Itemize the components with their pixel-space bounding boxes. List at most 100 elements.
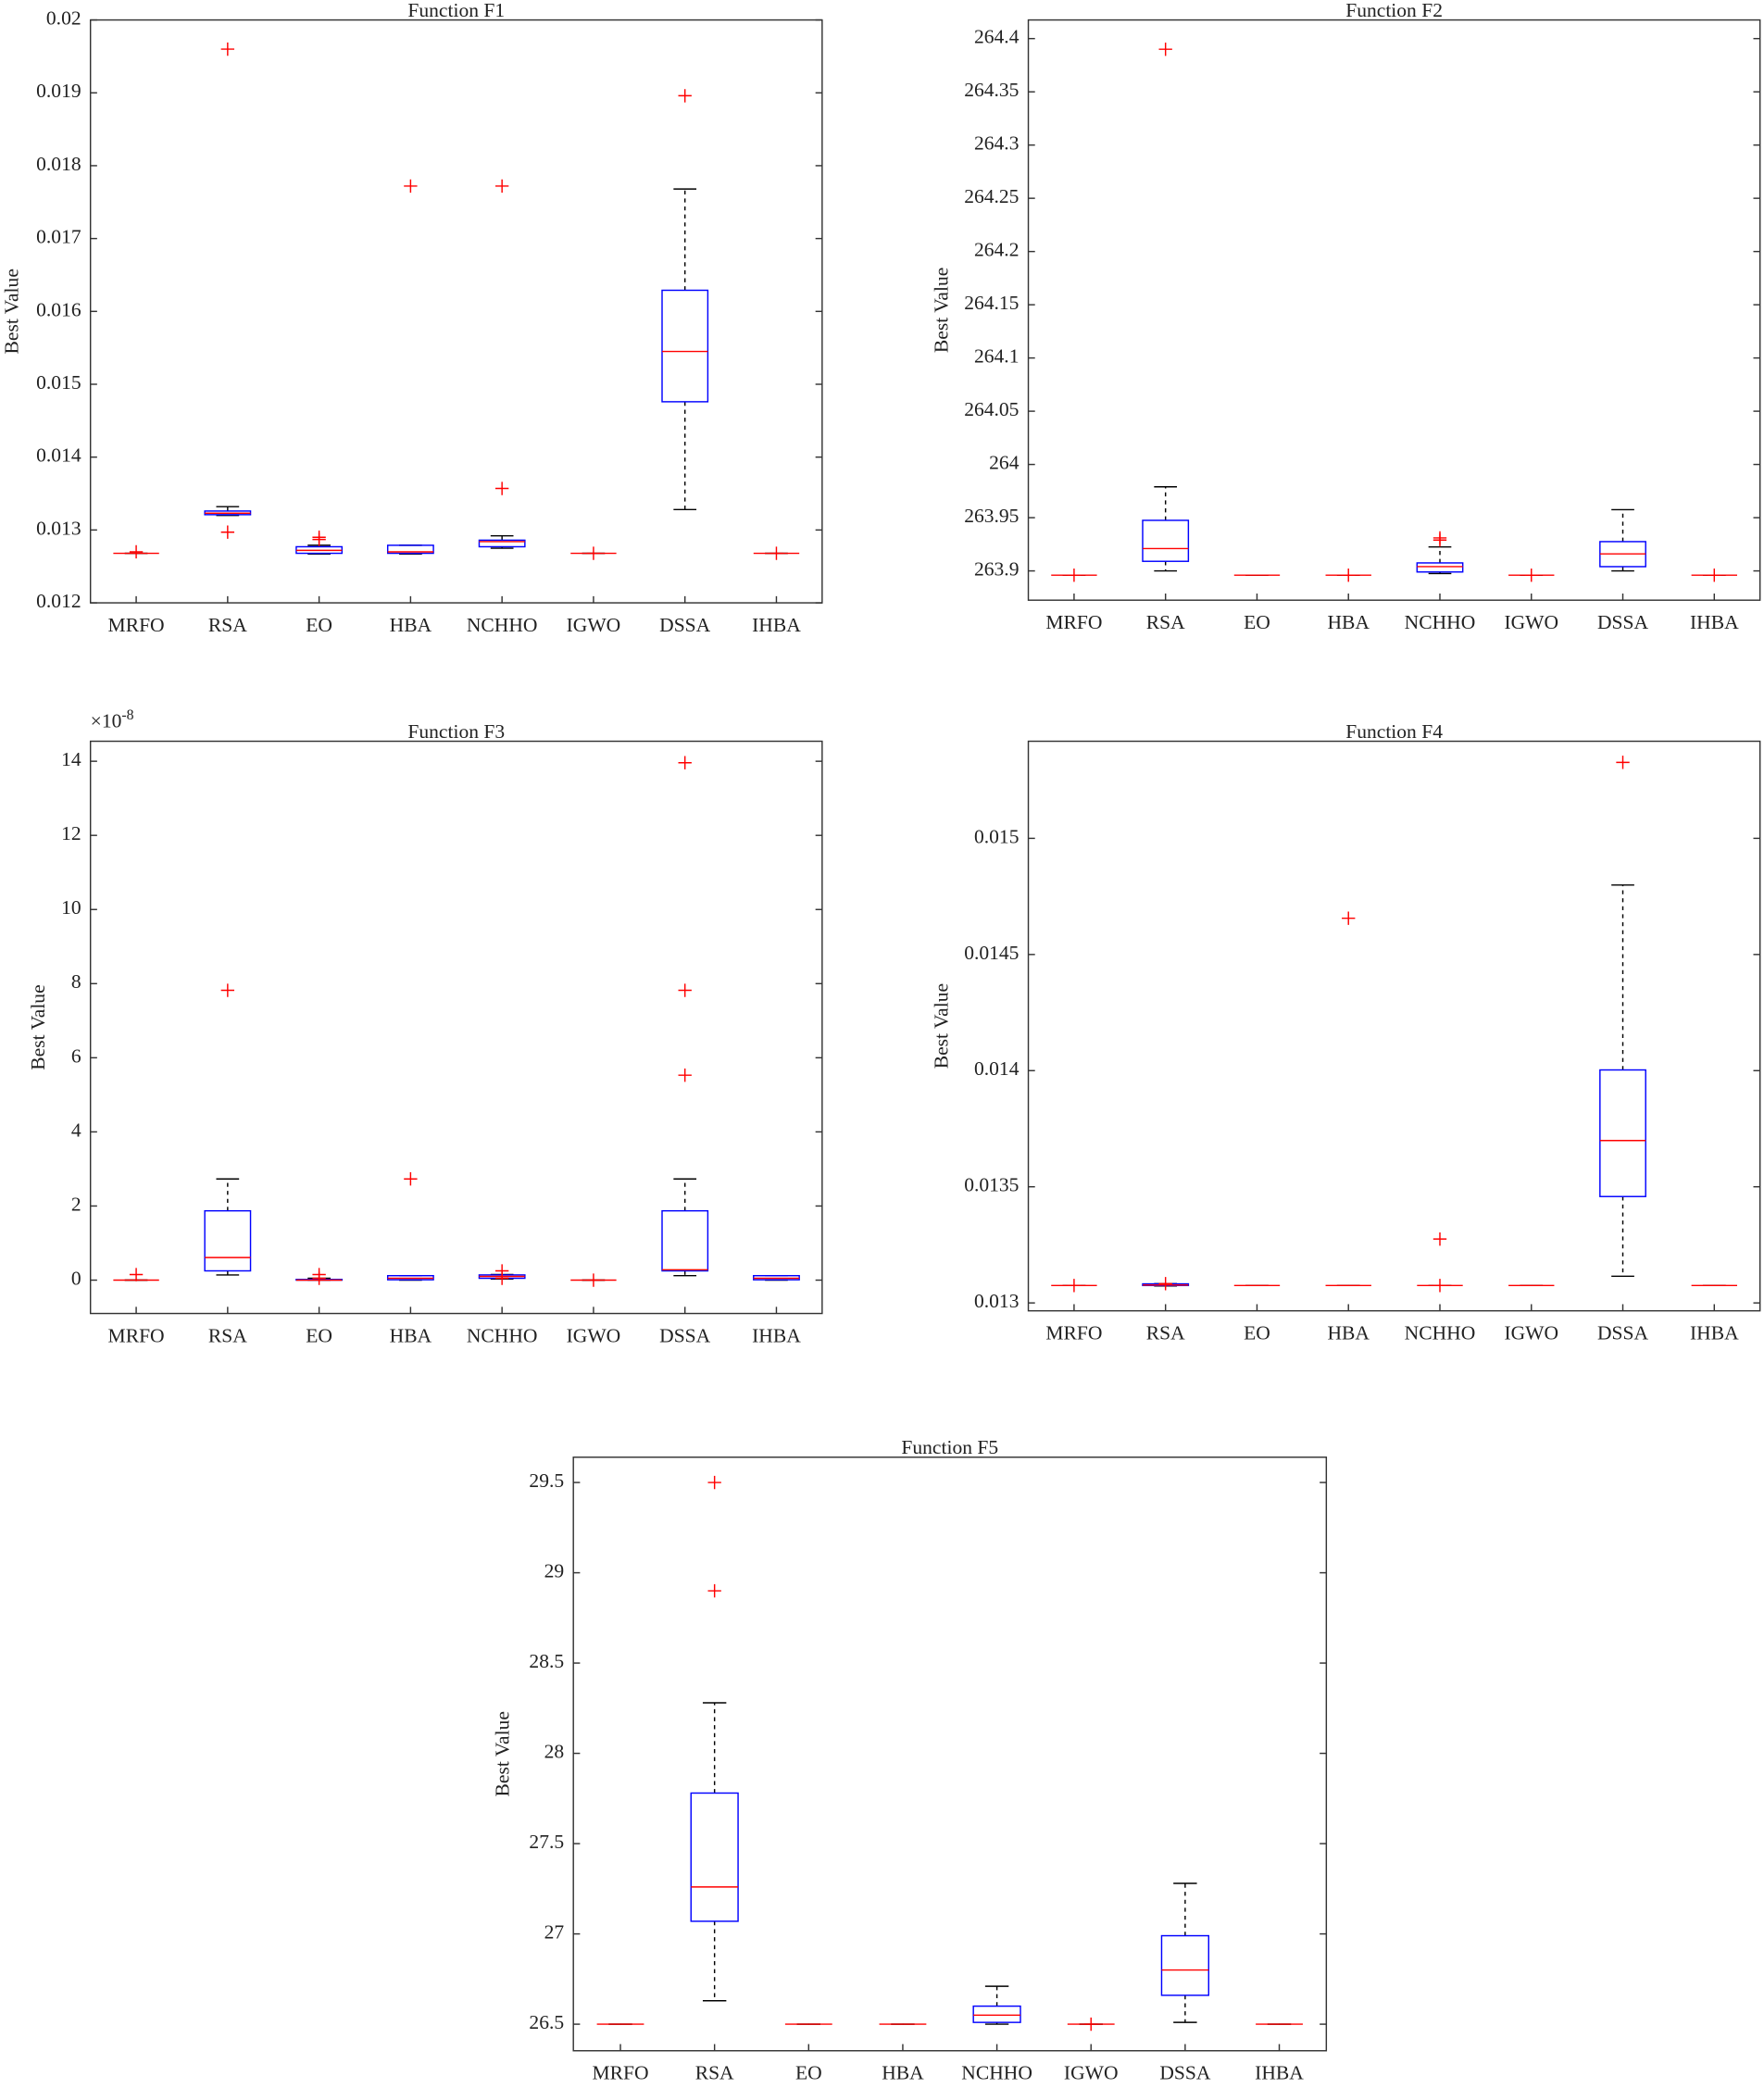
x-tick-label: DSSA xyxy=(1597,611,1649,633)
x-tick-label: EO xyxy=(306,1324,332,1346)
y-axis-label: Best Value xyxy=(931,268,953,353)
y-axis-label: Best Value xyxy=(931,983,953,1069)
x-tick-label: MRFO xyxy=(1045,611,1102,633)
outlier xyxy=(129,1268,144,1282)
outlier xyxy=(1708,568,1721,582)
box xyxy=(972,2005,1021,2023)
box xyxy=(386,544,434,555)
outlier xyxy=(1432,533,1447,547)
y-tick-label: 0.015 xyxy=(974,825,1019,847)
outlier xyxy=(586,546,601,560)
outlier xyxy=(494,179,509,194)
y-tick-label: 4 xyxy=(71,1119,81,1141)
y-tick-label: 8 xyxy=(71,970,81,993)
x-tick-label: IGWO xyxy=(567,614,621,636)
y-tick-label: 264.35 xyxy=(964,79,1019,101)
y-tick-label: 264.15 xyxy=(964,292,1019,314)
y-tick-label: 264.1 xyxy=(974,345,1019,368)
outlier xyxy=(707,1583,721,1598)
y-tick-label: 0.018 xyxy=(36,153,81,175)
y-tick-label: 6 xyxy=(71,1044,81,1067)
y-tick-label: 27.5 xyxy=(529,1831,564,1853)
x-tick-label: DSSA xyxy=(1597,1321,1649,1344)
outlier xyxy=(769,546,783,560)
y-multiplier: ×10-8 xyxy=(91,707,134,732)
box-plot: Function F2 Best Value 263.9 263.95 264 264.0… xyxy=(931,0,1761,633)
y-tick-label: 264.2 xyxy=(974,239,1019,261)
outlier xyxy=(220,42,235,56)
x-tick-label: MRFO xyxy=(592,2062,648,2084)
outlier xyxy=(678,756,692,769)
chart-title: Function F1 xyxy=(407,0,505,21)
box-plot: Function F3 Best Value ×10-8 0 2 4 6 8 10 12 14 MRF… xyxy=(27,707,823,1346)
outlier xyxy=(312,532,326,546)
y-tick-label: 0.013 xyxy=(36,517,81,539)
outlier xyxy=(1616,756,1630,769)
outlier xyxy=(1158,1277,1172,1291)
y-tick-label: 0.019 xyxy=(36,80,81,102)
x-tick-label: EO xyxy=(1244,611,1270,633)
x-tick-label: HBA xyxy=(1327,1321,1370,1344)
x-tick-label: IHBA xyxy=(1690,1321,1739,1344)
x-tick-label: IGWO xyxy=(1504,1321,1558,1344)
x-tick-label: RSA xyxy=(208,1324,247,1346)
box xyxy=(204,1209,252,1272)
outlier xyxy=(494,1271,509,1285)
plot-frame xyxy=(89,19,823,604)
x-tick-label: NCHHO xyxy=(1405,1321,1476,1344)
y-axis-label: Best Value xyxy=(491,1711,513,1796)
box xyxy=(478,539,526,548)
outlier xyxy=(129,544,144,559)
y-tick-label: 0.016 xyxy=(36,298,81,320)
y-tick-label: 0.015 xyxy=(36,371,81,394)
x-tick-label: HBA xyxy=(390,614,432,636)
outlier xyxy=(1067,1279,1082,1293)
chart-title: Function F3 xyxy=(407,720,505,743)
outlier xyxy=(220,983,235,997)
x-tick-label: IHBA xyxy=(1690,611,1739,633)
y-tick-label: 14 xyxy=(61,748,81,770)
plot-frame xyxy=(572,1457,1328,2052)
box-plot: Function F4 Best Value 0.013 0.0135 0.014 0.0… xyxy=(931,720,1761,1344)
box xyxy=(1142,519,1190,562)
y-multiplier-base: ×10 xyxy=(91,709,122,731)
x-tick-label: DSSA xyxy=(659,614,711,636)
y-tick-label: 0.0135 xyxy=(964,1174,1019,1196)
x-tick-label: EO xyxy=(1244,1321,1270,1344)
y-tick-label: 263.95 xyxy=(964,505,1019,527)
outlier xyxy=(586,1273,601,1287)
outlier xyxy=(678,983,692,997)
y-tick-label: 0.014 xyxy=(36,444,81,467)
outlier xyxy=(312,1271,326,1285)
x-tick-label: DSSA xyxy=(659,1324,711,1346)
y-tick-label: 0.014 xyxy=(974,1057,1020,1080)
x-tick-label: IHBA xyxy=(1255,2062,1304,2084)
x-tick-label: RSA xyxy=(208,614,247,636)
y-tick-label: 27 xyxy=(544,1921,565,1944)
outlier xyxy=(1158,42,1172,56)
x-tick-label: RSA xyxy=(695,2062,734,2084)
y-tick-label: 263.9 xyxy=(974,558,1019,581)
x-tick-label: MRFO xyxy=(108,1324,165,1346)
outlier xyxy=(404,1172,418,1186)
box xyxy=(690,1792,739,1922)
box xyxy=(661,1209,709,1272)
outlier xyxy=(404,179,418,194)
outlier xyxy=(707,1475,721,1490)
x-tick-label: DSSA xyxy=(1159,2062,1211,2084)
y-tick-label: 26.5 xyxy=(529,2011,564,2033)
x-tick-label: MRFO xyxy=(108,614,165,636)
y-tick-label: 29 xyxy=(544,1560,565,1582)
y-tick-label: 29.5 xyxy=(529,1469,564,1492)
chart-title: Function F4 xyxy=(1345,720,1443,743)
y-axis-label: Best Value xyxy=(27,984,49,1069)
outlier xyxy=(1342,911,1356,925)
outlier xyxy=(678,89,692,103)
outlier xyxy=(494,481,509,495)
box-plot: Function F1 Best Value 0.012 0.013 0.014 0.01… xyxy=(0,0,823,636)
y-tick-label: 10 xyxy=(61,896,81,919)
y-tick-label: 28.5 xyxy=(529,1650,564,1672)
x-tick-label: NCHHO xyxy=(1405,611,1476,633)
